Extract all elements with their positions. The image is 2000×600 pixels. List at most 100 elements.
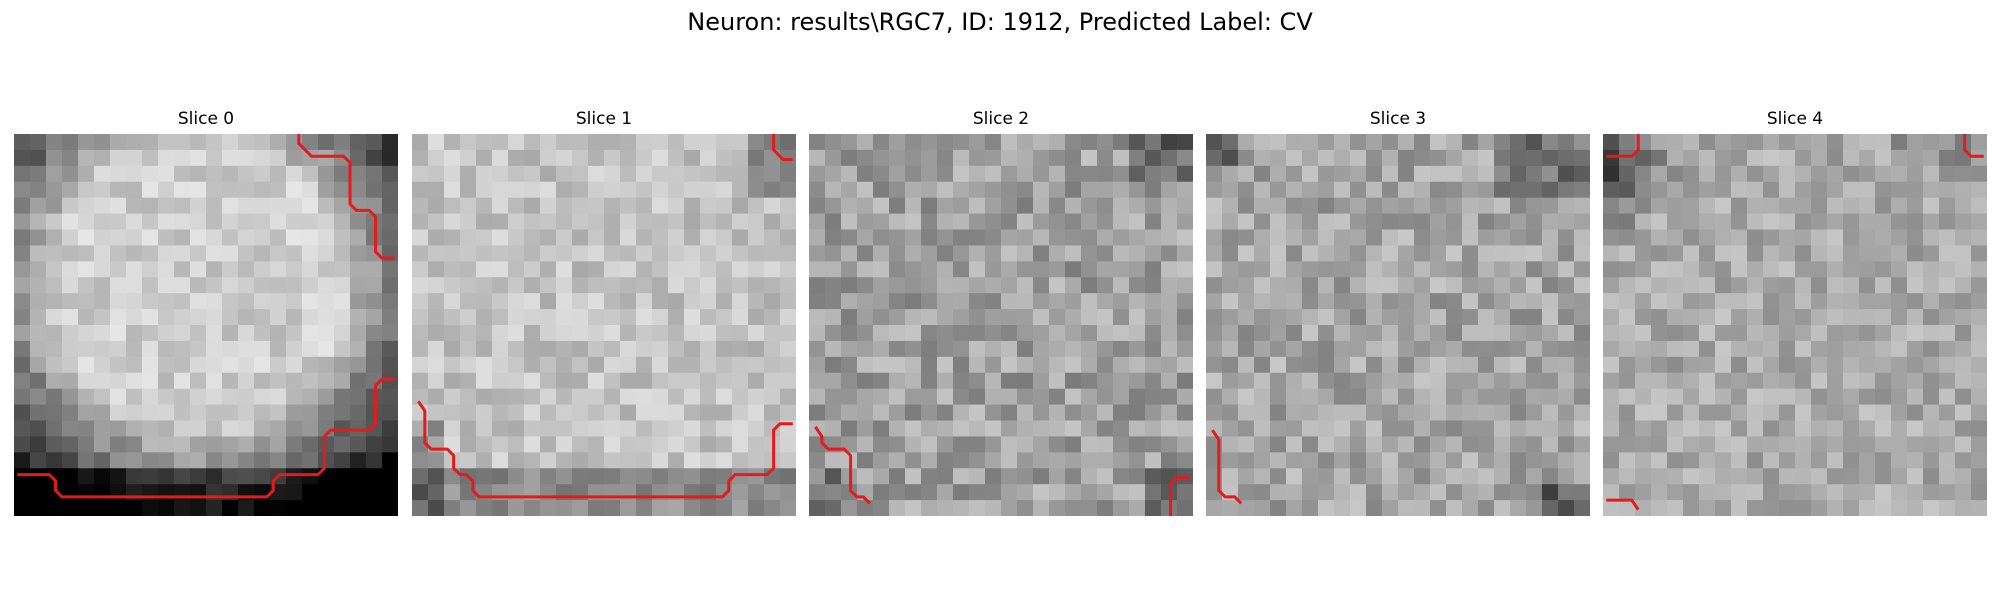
pixel <box>1971 261 1987 278</box>
pixel <box>460 500 477 516</box>
pixel <box>540 245 557 262</box>
pixel <box>1113 436 1130 453</box>
pixel <box>1398 293 1415 310</box>
pixel <box>540 293 557 310</box>
pixel <box>668 420 685 438</box>
pixel <box>1542 484 1559 501</box>
pixel <box>969 468 986 485</box>
pixel <box>366 293 383 310</box>
pixel <box>366 165 383 183</box>
pixel <box>652 420 669 438</box>
pixel <box>1049 356 1066 374</box>
pixel <box>985 388 1002 406</box>
pixel <box>652 277 669 294</box>
pixel <box>1414 245 1431 262</box>
pixel <box>142 245 159 262</box>
pixel <box>1955 340 1972 358</box>
pixel <box>1017 277 1034 294</box>
pixel <box>1446 356 1463 374</box>
pixel <box>588 277 605 294</box>
pixel <box>350 149 367 167</box>
pixel <box>1619 404 1636 422</box>
pixel <box>14 149 31 167</box>
pixel <box>1033 452 1050 469</box>
pixel <box>825 245 842 262</box>
pixel <box>572 261 589 278</box>
pixel <box>1350 500 1367 516</box>
pixel <box>873 484 890 501</box>
pixel <box>1494 134 1511 151</box>
pixel <box>540 213 557 231</box>
pixel <box>1811 340 1828 358</box>
pixel <box>1017 404 1034 422</box>
pixel <box>764 309 781 326</box>
pixel <box>636 356 653 374</box>
pixel <box>222 213 239 231</box>
pixel <box>1398 500 1415 516</box>
pixel <box>1558 452 1575 469</box>
pixel <box>382 213 398 231</box>
pixel <box>238 356 255 374</box>
pixel <box>428 500 445 516</box>
pixel <box>1843 213 1860 231</box>
pixel <box>1145 340 1162 358</box>
pixel <box>350 372 367 390</box>
pixel <box>1603 372 1620 390</box>
pixel <box>1939 340 1956 358</box>
pixel <box>142 356 159 374</box>
pixel <box>1939 245 1956 262</box>
pixel <box>556 309 573 326</box>
pixel <box>1382 181 1399 199</box>
pixel <box>318 372 335 390</box>
pixel <box>1222 197 1239 215</box>
contour-line <box>1606 498 1640 511</box>
pixel <box>1065 500 1082 516</box>
pixel <box>905 468 922 485</box>
pixel <box>460 213 477 231</box>
pixel <box>1145 372 1162 390</box>
pixel <box>428 404 445 422</box>
pixel <box>1827 149 1844 167</box>
pixel <box>1446 165 1463 183</box>
pixel <box>1859 134 1876 151</box>
pixel <box>1526 420 1543 438</box>
pixel <box>1667 388 1684 406</box>
pixel <box>1462 261 1479 278</box>
pixel <box>1318 213 1335 231</box>
pixel <box>62 213 79 231</box>
pixel <box>732 165 749 183</box>
pixel <box>1763 149 1780 167</box>
pixel <box>969 245 986 262</box>
pixel <box>1494 404 1511 422</box>
pixel <box>1542 500 1559 516</box>
pixel <box>937 149 954 167</box>
pixel <box>780 468 796 485</box>
pixel <box>62 309 79 326</box>
pixel <box>1334 404 1351 422</box>
pixel <box>857 356 874 374</box>
pixel <box>174 420 191 438</box>
pixel <box>700 468 717 485</box>
pixel <box>1129 325 1146 342</box>
pixel <box>1542 213 1559 231</box>
pixel <box>652 468 669 485</box>
pixel <box>318 245 335 262</box>
pixel <box>1955 372 1972 390</box>
slice-title: Slice 1 <box>575 109 633 129</box>
pixel <box>1017 500 1034 516</box>
pixel <box>30 356 47 374</box>
pixel <box>604 149 621 167</box>
pixel <box>1286 340 1303 358</box>
pixel <box>508 356 525 374</box>
pixel <box>716 388 733 406</box>
pixel <box>126 340 143 358</box>
pixel <box>1222 388 1239 406</box>
pixel <box>969 293 986 310</box>
pixel <box>1651 340 1668 358</box>
pixel <box>1763 388 1780 406</box>
pixel <box>382 149 398 167</box>
pixel <box>1510 229 1527 247</box>
pixel <box>1526 484 1543 501</box>
pixel <box>905 149 922 167</box>
pixel <box>142 277 159 294</box>
